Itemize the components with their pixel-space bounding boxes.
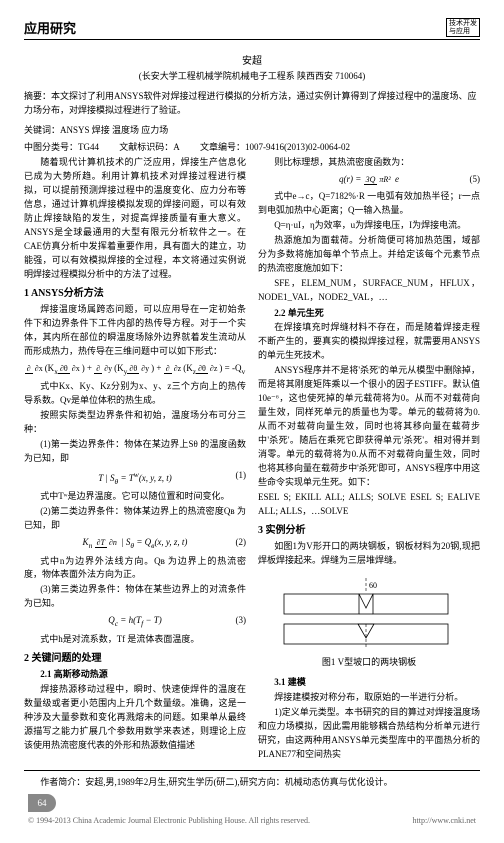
intro-para: 随着现代计算机技术的广泛应用，焊接生产信息化已成为大势所趋。利用计算机技术对焊接… [24, 156, 246, 281]
figure-1: 60 图1 V型坡口的两块钢板 [258, 574, 480, 670]
header-section: 应用研究 [24, 18, 76, 37]
dim-60: 60 [369, 581, 377, 590]
bc1-label: (1)第一类边界条件：物体在某边界上Sθ 的温度函数为已知，即 [24, 438, 246, 466]
abstract: 摘要：本文探讨了利用ANSYS软件对焊接过程进行模拟的分析方法，通过实例计算得到… [24, 90, 480, 117]
col2-p2: 式中e→c，Q=7182%·R 一电弧有效加热半径；r一点到电弧加热中心距离；Q… [258, 190, 480, 218]
title-block: 安超 (长安大学工程机械学院机械电子工程系 陕西西安 710064) [24, 52, 480, 82]
col2-p1: 则比标理想，其热流密度函数为： [258, 156, 480, 170]
bc3-p: 式中h是对流系数，Tf 是流体表面温度。 [24, 633, 246, 647]
sec1-p3: 按照实际类型边界条件和初始，温度场分布可分三种： [24, 409, 246, 437]
copyright-line: © 1994-2013 China Academic Journal Elect… [24, 816, 480, 825]
sec2-2-title: 2.2 单元生死 [258, 307, 480, 321]
author-name: 安超 [24, 52, 480, 67]
page-number: 64 [28, 794, 56, 812]
header-badge: 技术开发 与应用 [446, 18, 480, 37]
fig1-caption: 图1 V型坡口的两块钢板 [258, 656, 480, 670]
sec2-1-title: 2.1 高斯移动热源 [24, 668, 246, 682]
sec3-p1: 如图1为V形开口的两块钢板，钢板材料为20钢,现把焊板焊接起来。焊缝为三层堆焊缝… [258, 540, 480, 568]
formula-bc3: Qc = h(Tf − T)(3) [24, 614, 246, 629]
bc3-label: (3)第三类边界条件：物体在某些边界上的对流条件为已知。 [24, 583, 246, 611]
abstract-label: 摘要： [24, 91, 51, 101]
sec1-p2: 式中Kx、Ky、Kz分别为x、y、z三个方向上的热传导系数。Qv是单位体积的热生… [24, 380, 246, 408]
bc2-p: 式中n为边界外法线方向。Qв 为边界上的热流密度，物体表面外法方向为正。 [24, 555, 246, 583]
col2-p3: Q=η·uI，η为效率，u为焊接电压，I为焊接电流。 [258, 219, 480, 233]
col2-p4: 热源施加为面载荷。分析简便可将加热范围，域部分为多数将施加每单个节点上。并给定该… [258, 234, 480, 276]
sec3-1-title: 3.1 建模 [258, 676, 480, 690]
sec2-2-p2: ANSYS程序并不是将'杀死'的单元从模型中删除掉，而是将其刚度矩阵乘以一个很小… [258, 364, 480, 489]
sec2-2-p1: 在焊接填充时焊缝材料不存在，而是随着焊接走程不断产生的，要真实的模拟焊接过程，就… [258, 321, 480, 363]
page-root: 应用研究 技术开发 与应用 安超 (长安大学工程机械学院机械电子工程系 陕西西安… [0, 0, 504, 843]
page-number-badge: 64 [24, 794, 480, 812]
col2-cmd: ESEL S; EKILL ALL; ALLS; SOLVE ESEL S; E… [258, 491, 480, 519]
formula-bc2: Kn ∂T∂n | Sθ = Qв(x, y, z, t)(2) [24, 536, 246, 551]
col2-p5: SFE，ELEM_NUM，SURFACE_NUM，HFLUX，NODE1_VAL… [258, 277, 480, 305]
author-bio: 作者简介：安超,男,1989年2月生,研究生学历(研二),研究方向：机械动态仿真… [24, 770, 480, 788]
sec3-1-p1: 焊接建模按对称分布，取原始的一半进行分析。 [258, 691, 480, 705]
keywords-row: 关键词：ANSYS 焊接 温度场 应力场 [24, 123, 480, 137]
body-columns: 随着现代计算机技术的广泛应用，焊接生产信息化已成为大势所趋。利用计算机技术对焊接… [24, 156, 480, 761]
bc2-lead: 式中Tʷ是边界温度。它可以随位置和时间变化。 [24, 490, 246, 504]
sec1-title: 1 ANSYS分析方法 [24, 286, 246, 302]
abstract-text: 本文探讨了利用ANSYS软件对焊接过程进行模拟的分析方法，通过实例计算得到了焊接… [24, 91, 477, 115]
sec3-title: 3 实例分析 [258, 523, 480, 539]
bc2-label: (2)第二类边界条件：物体某边界上的热流密度Qв 为已知，即 [24, 505, 246, 533]
sec2-1-p: 焊接热源移动过程中，瞬时、快速使焊件的温度在数量级或者更小范围内上升几个数量级。… [24, 683, 246, 753]
affiliation: (长安大学工程机械学院机械电子工程系 陕西西安 710064) [24, 69, 480, 82]
formula-bc1: T | Sθ = Tw(x, y, z, t)(1) [24, 469, 246, 487]
page-header: 应用研究 技术开发 与应用 [24, 18, 480, 40]
clc-row: 中图分类号：TG44 文献标识码：A 文章编号：1007-9416(2013)0… [24, 140, 480, 154]
sec1-p1: 焊接温度场属跨态问题，可以应用导在一定初始条件下和边界条件下工件内部的热传导方程… [24, 303, 246, 359]
sec2-title: 2 关键问题的处理 [24, 651, 246, 667]
sec3-1-p2: 1)定义单元类型。本书研究的目的算过对焊接温度场和应力场模拟，因此需用能够耦合热… [258, 706, 480, 762]
v-groove-diagram: 60 [274, 574, 464, 652]
formula-heat: ∂∂x(Kx∂θ∂x) + ∂∂y(Ky∂θ∂y) + ∂∂z(Kz∂θ∂z) … [24, 362, 246, 377]
formula-gauss: q(r) = 3QπR² e(5) [258, 173, 480, 187]
